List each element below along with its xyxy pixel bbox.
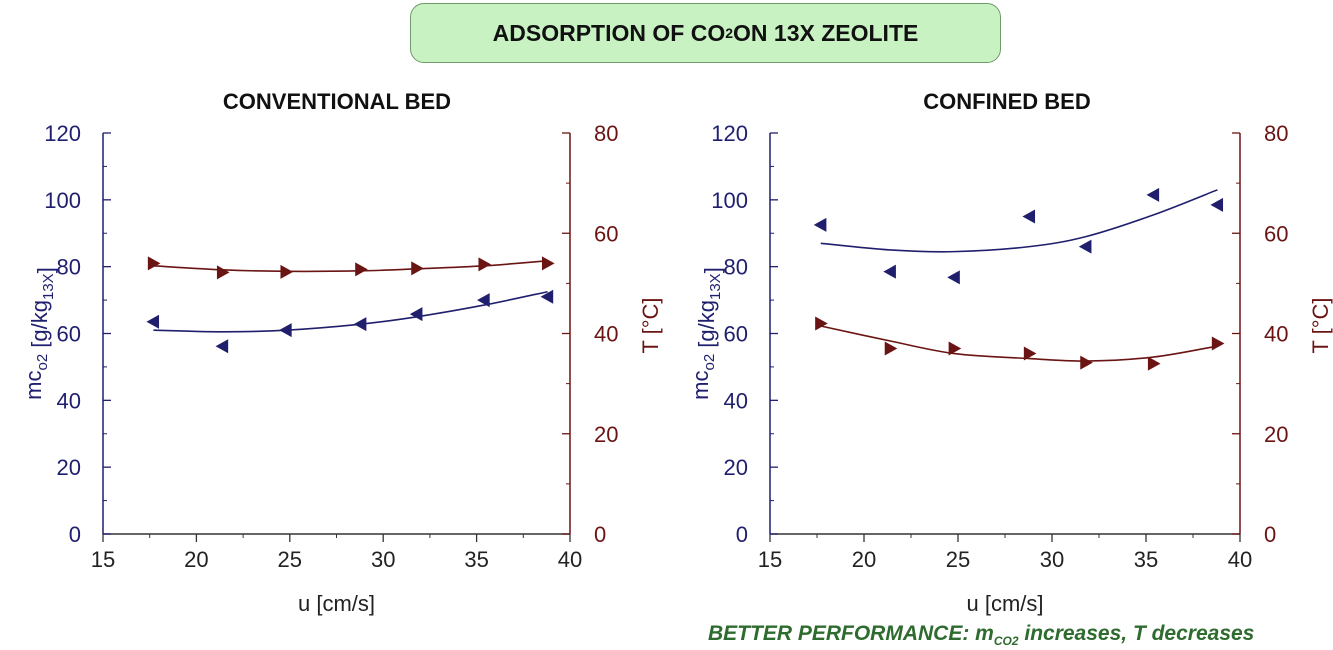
mco2-series-point <box>813 217 827 232</box>
temperature-series-point <box>1023 346 1037 361</box>
mco2-series-point <box>883 264 896 279</box>
mco2-series-point <box>1146 187 1160 202</box>
y-left-tick-label: 120 <box>711 121 748 146</box>
x-tick-label: 40 <box>1228 547 1252 572</box>
temperature-series-point <box>541 256 555 271</box>
y-right-tick-label: 0 <box>1264 522 1276 547</box>
temperature-series-point <box>411 261 424 276</box>
mco2-series-point <box>477 293 490 308</box>
x-tick-label: 25 <box>278 547 302 572</box>
chart-title: CONVENTIONAL BED <box>223 89 451 114</box>
chart-panel-2: CONFINED BED 15 20 25 30 35 40 0 20 40 60 80 100 120 0… <box>688 89 1333 616</box>
y-left-axis-label: mco2 [g/kg13X] <box>21 267 58 400</box>
temperature-series-fit-line <box>820 325 1218 362</box>
temperature-series-fit-line <box>153 260 548 273</box>
temperature-series-point <box>280 264 294 279</box>
temperature-series-point <box>1080 355 1093 370</box>
temperature-series-point <box>355 262 368 277</box>
temperature-series-point <box>948 341 962 356</box>
y-right-tick-label: 20 <box>1264 422 1288 447</box>
y-left-tick-label: 60 <box>724 322 748 347</box>
y-left-tick-label: 0 <box>69 522 81 547</box>
x-tick-label: 15 <box>91 547 115 572</box>
mco2-series-point <box>146 314 160 329</box>
note-suffix: increases, T decreases <box>1018 622 1255 645</box>
y-right-tick-label: 20 <box>594 422 618 447</box>
x-tick-label: 30 <box>371 547 395 572</box>
banner-title-suffix: ON 13X ZEOLITE <box>733 19 919 46</box>
temperature-series-point <box>216 265 230 280</box>
mco2-series-fit-line <box>820 189 1218 253</box>
y-right-tick-label: 60 <box>1264 221 1288 246</box>
mco2-series-point <box>1210 197 1224 212</box>
y-left-tick-label: 0 <box>736 522 748 547</box>
x-tick-label: 35 <box>1134 547 1158 572</box>
x-tick-label: 35 <box>464 547 488 572</box>
mco2-series-point <box>279 323 292 338</box>
y-left-tick-label: 120 <box>44 121 81 146</box>
y-right-tick-label: 60 <box>594 221 618 246</box>
performance-note: BETTER PERFORMANCE: mCO2 increases, T de… <box>708 622 1254 648</box>
mco2-series-point <box>353 317 367 332</box>
temperature-series-point <box>815 316 828 331</box>
chart-panel-1: CONVENTIONAL BED 15 20 25 30 35 40 0 20 40 60 80 100… <box>21 89 663 616</box>
y-right-tick-label: 40 <box>594 322 618 347</box>
y-right-tick-label: 80 <box>594 121 618 146</box>
banner-title-prefix: ADSORPTION OF CO <box>492 19 726 46</box>
x-tick-label: 15 <box>758 547 782 572</box>
x-tick-label: 20 <box>184 547 208 572</box>
mco2-series-point <box>1078 239 1092 254</box>
y-right-tick-label: 40 <box>1264 322 1288 347</box>
y-right-tick-label: 80 <box>1264 121 1288 146</box>
y-right-axis-label: T [°C] <box>638 297 663 353</box>
x-axis-label: u [cm/s] <box>966 591 1043 616</box>
x-tick-label: 20 <box>852 547 876 572</box>
mco2-series-point <box>215 339 229 354</box>
y-left-tick-label: 20 <box>724 455 748 480</box>
y-left-axis-label: mco2 [g/kg13X] <box>688 267 725 400</box>
note-prefix: BETTER PERFORMANCE: m <box>708 622 994 645</box>
chart-banner: ADSORPTION OF CO 2 ON 13X ZEOLITE <box>410 3 1001 63</box>
y-left-tick-label: 20 <box>57 455 81 480</box>
y-left-tick-label: 60 <box>57 322 81 347</box>
x-tick-label: 25 <box>946 547 970 572</box>
temperature-series-point <box>884 341 898 356</box>
chart-title: CONFINED BED <box>923 89 1090 114</box>
y-left-tick-label: 40 <box>724 388 748 413</box>
temperature-series-point <box>478 257 492 272</box>
temperature-series-point <box>147 256 161 271</box>
temperature-series-point <box>1211 336 1225 351</box>
mco2-series-point <box>409 307 423 322</box>
temperature-series-point <box>1147 356 1161 371</box>
y-left-tick-label: 80 <box>57 255 81 280</box>
mco2-series-point <box>540 289 554 304</box>
x-tick-label: 40 <box>558 547 582 572</box>
note-subscript: CO2 <box>993 634 1019 649</box>
mco2-series-point <box>947 270 960 285</box>
y-left-tick-label: 80 <box>724 255 748 280</box>
y-left-tick-label: 100 <box>44 188 81 213</box>
x-tick-label: 30 <box>1040 547 1064 572</box>
y-left-tick-label: 40 <box>57 388 81 413</box>
y-right-axis-label: T [°C] <box>1308 297 1333 353</box>
banner-title-subscript: 2 <box>725 25 734 41</box>
y-right-tick-label: 0 <box>594 522 606 547</box>
y-left-tick-label: 100 <box>711 188 748 213</box>
mco2-series-point <box>1022 209 1036 224</box>
x-axis-label: u [cm/s] <box>298 591 375 616</box>
